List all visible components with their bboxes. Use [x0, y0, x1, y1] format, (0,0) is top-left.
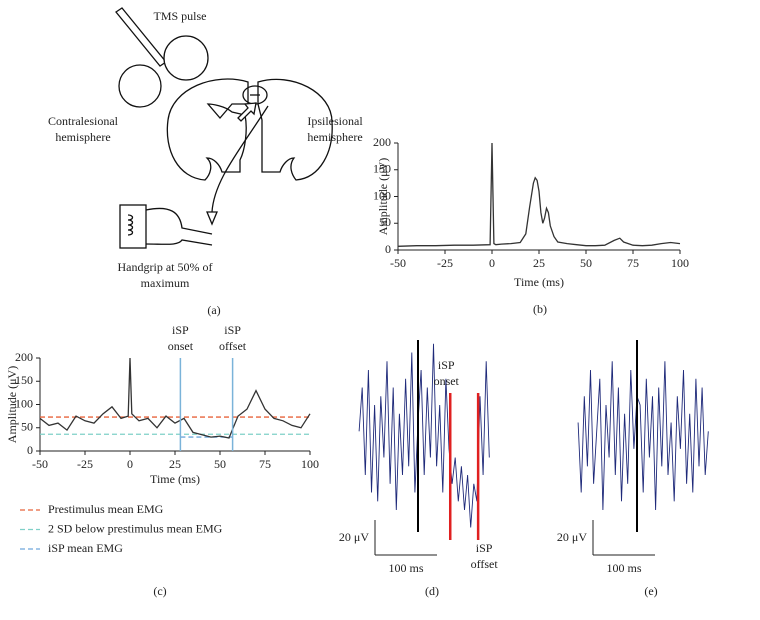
y-axis-label: Amplitude (μV) [5, 366, 19, 443]
scale-bar-y-label: 20 μV [339, 530, 369, 544]
coil-label: TMS pulse [153, 9, 207, 23]
x-tick-label: 50 [214, 457, 226, 471]
panel-caption: (d) [425, 584, 439, 598]
pathway-arrowhead [206, 211, 218, 226]
event-label: iSP onset [433, 358, 459, 388]
legend-label: 2 SD below prestimulus mean EMG [48, 521, 223, 535]
y-tick-label: 0 [385, 242, 391, 256]
y-axis-label: Amplitude (μV) [376, 158, 390, 235]
scale-bar-x-label: 100 ms [388, 561, 423, 575]
trace [397, 142, 681, 247]
y-tick-label: 150 [15, 373, 33, 387]
y-tick-label: 200 [373, 135, 391, 149]
x-tick-label: -25 [437, 256, 453, 270]
scale-bar-y-label: 20 μV [557, 530, 587, 544]
left-hemisphere [166, 78, 249, 181]
legend-label: Prestimulus mean EMG [48, 502, 164, 516]
pathway [211, 105, 269, 213]
emg-trace [358, 343, 490, 528]
emg-trace [577, 361, 709, 511]
tms-diagram [115, 7, 333, 249]
scale-bar-x-label: 100 ms [606, 561, 641, 575]
y-tick-label: 100 [373, 188, 391, 202]
x-tick-label: 100 [301, 457, 319, 471]
panel-caption: (c) [153, 584, 166, 598]
hand [145, 207, 213, 246]
right-hemisphere [257, 78, 333, 181]
x-tick-label: 25 [533, 256, 545, 270]
x-tick-label: -25 [77, 457, 93, 471]
x-tick-label: 0 [489, 256, 495, 270]
dynamometer [119, 204, 147, 249]
legend-label: iSP mean EMG [48, 541, 123, 555]
event-label: iSP offset [219, 323, 247, 353]
panel-caption: (a) [207, 303, 221, 317]
fingers [127, 214, 134, 236]
panel-caption: (e) [644, 584, 657, 598]
x-tick-label: -50 [32, 457, 48, 471]
y-tick-label: 150 [373, 162, 391, 176]
x-tick-label: 75 [259, 457, 271, 471]
coil-wing [163, 35, 209, 81]
x-tick-label: 100 [671, 256, 689, 270]
x-tick-label: 50 [580, 256, 592, 270]
inhibition-arrow [237, 102, 257, 122]
right-label: Ipsilesional hemisphere [307, 114, 363, 144]
x-tick-label: 25 [169, 457, 181, 471]
event-label: iSP onset [167, 323, 194, 353]
panel-caption: (b) [533, 302, 547, 316]
x-axis-label: Time (ms) [150, 472, 200, 486]
event-label: iSP offset [470, 541, 498, 571]
y-tick-label: 0 [27, 443, 33, 457]
y-tick-label: 100 [15, 396, 33, 410]
trace [39, 357, 311, 439]
x-axis-label: Time (ms) [514, 275, 564, 289]
x-tick-label: 75 [627, 256, 639, 270]
left-label: Contralesional hemisphere [48, 114, 118, 144]
x-tick-label: 0 [127, 457, 133, 471]
x-tick-label: -50 [390, 256, 406, 270]
hand-label: Handgrip at 50% of maximum [117, 260, 213, 290]
y-tick-label: 50 [21, 420, 33, 434]
y-tick-label: 200 [15, 350, 33, 364]
coil-wing [118, 64, 162, 108]
y-tick-label: 50 [379, 215, 391, 229]
